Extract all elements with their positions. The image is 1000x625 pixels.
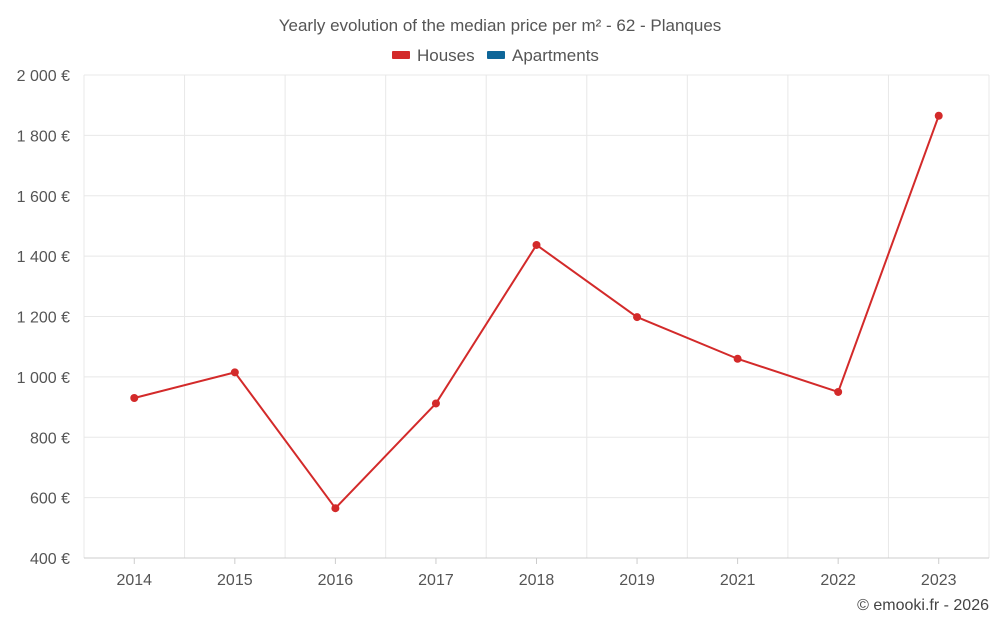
- data-point-houses-2021[interactable]: [733, 354, 742, 363]
- x-tick-label-2018: 2018: [519, 572, 555, 589]
- y-tick-label: 1 400 €: [17, 249, 70, 266]
- data-point-houses-2022[interactable]: [834, 387, 843, 396]
- x-tick-label-2023: 2023: [921, 572, 957, 589]
- legend-swatch-apartments[interactable]: [487, 51, 505, 59]
- legend-label-houses[interactable]: Houses: [417, 46, 475, 65]
- legend[interactable]: Houses Apartments: [392, 46, 599, 65]
- data-point-houses-2019[interactable]: [633, 313, 642, 322]
- x-tick-label-2015: 2015: [217, 572, 253, 589]
- data-point-houses-2018[interactable]: [532, 240, 541, 249]
- x-tick-label-2021: 2021: [720, 572, 756, 589]
- x-tick-label-2014: 2014: [116, 572, 152, 589]
- legend-label-apartments[interactable]: Apartments: [512, 46, 599, 65]
- series-line-houses: [134, 115, 940, 510]
- y-tick-label: 1 200 €: [17, 310, 70, 327]
- x-tick-label-2016: 2016: [318, 572, 354, 589]
- y-axis-labels: 400 € 600 € 800 € 1 000 € 1 200 € 1 400 € 1 60…: [17, 68, 70, 568]
- x-tick-label-2019: 2019: [619, 572, 655, 589]
- data-point-houses-2016[interactable]: [331, 504, 340, 513]
- horizontal-gridlines: [84, 74, 989, 499]
- y-tick-label: 1 600 €: [17, 189, 70, 206]
- data-point-houses-2023[interactable]: [934, 111, 943, 120]
- x-tick-label-2022: 2022: [820, 572, 856, 589]
- y-tick-label: 800 €: [30, 430, 70, 447]
- legend-swatch-houses[interactable]: [392, 51, 410, 59]
- series-lines: [134, 115, 940, 510]
- y-tick-label: 1 000 €: [17, 370, 70, 387]
- y-tick-label: 2 000 €: [17, 68, 70, 85]
- y-tick-label: 400 €: [30, 551, 70, 568]
- y-tick-label: 1 800 €: [17, 128, 70, 145]
- data-point-houses-2017[interactable]: [431, 399, 440, 408]
- vertical-gridlines: [83, 75, 990, 558]
- y-tick-label: 600 €: [30, 491, 70, 508]
- data-point-houses-2014[interactable]: [130, 394, 139, 403]
- chart-title: Yearly evolution of the median price per…: [279, 16, 722, 35]
- x-tick-label-2017: 2017: [418, 572, 454, 589]
- x-axis-labels: 2014 2015 2016 2017 2018 2019 2021 2022 2023: [116, 558, 957, 589]
- series-points[interactable]: [130, 111, 943, 513]
- credit-text: © emooki.fr - 2026: [857, 597, 989, 614]
- data-point-houses-2015[interactable]: [230, 368, 239, 377]
